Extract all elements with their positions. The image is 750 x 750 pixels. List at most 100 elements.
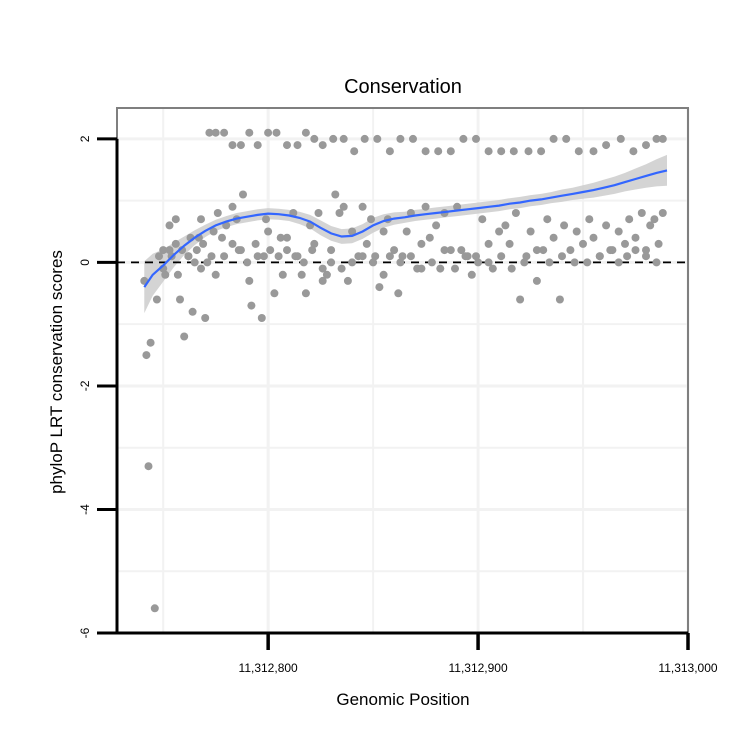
data-point xyxy=(283,246,291,255)
data-point xyxy=(511,209,520,217)
data-point xyxy=(299,258,308,267)
scatter-points-layer xyxy=(140,128,667,613)
data-point xyxy=(152,295,161,304)
data-point xyxy=(650,215,659,224)
data-point xyxy=(379,270,388,279)
data-point xyxy=(239,190,247,199)
data-point xyxy=(545,258,554,267)
data-point xyxy=(150,604,159,613)
data-point xyxy=(318,276,327,285)
data-point xyxy=(474,258,483,267)
y-tick-label: 2 xyxy=(78,135,92,142)
data-point xyxy=(589,233,598,242)
data-point xyxy=(155,252,163,261)
confidence-band-layer xyxy=(144,154,668,314)
data-point xyxy=(497,252,506,261)
data-point xyxy=(327,246,336,255)
data-point xyxy=(201,314,210,322)
data-point xyxy=(301,289,310,298)
data-point xyxy=(488,264,497,273)
data-point xyxy=(310,239,319,248)
data-point xyxy=(197,264,205,273)
data-point xyxy=(192,246,201,255)
data-point xyxy=(446,147,455,156)
data-point xyxy=(165,221,174,230)
data-point xyxy=(585,215,594,224)
x-tick-label: 11,313,000 xyxy=(658,661,717,675)
data-point xyxy=(520,258,529,267)
data-point xyxy=(562,134,571,143)
data-point xyxy=(570,258,579,267)
x-tick-label: 11,312,800 xyxy=(239,661,298,675)
data-point xyxy=(524,147,533,156)
data-point xyxy=(625,215,634,224)
data-point xyxy=(379,227,388,236)
data-point xyxy=(459,134,468,143)
data-point xyxy=(539,246,548,255)
data-point xyxy=(188,307,197,316)
data-point xyxy=(558,252,566,261)
data-point xyxy=(331,190,340,199)
data-point xyxy=(348,227,357,236)
data-point xyxy=(318,264,327,273)
data-point xyxy=(358,202,367,211)
data-point xyxy=(572,227,581,236)
data-point xyxy=(253,141,262,150)
data-point xyxy=(560,221,569,230)
data-point xyxy=(213,209,222,217)
data-point xyxy=(484,239,493,248)
data-point xyxy=(451,264,459,273)
data-point xyxy=(291,252,300,261)
data-point xyxy=(642,141,650,150)
data-point xyxy=(396,258,405,267)
data-point xyxy=(283,141,291,150)
data-point xyxy=(398,252,407,261)
data-point xyxy=(616,134,625,143)
data-point xyxy=(310,134,319,143)
x-tick-label: 11,312,900 xyxy=(448,661,507,675)
data-point xyxy=(425,233,434,242)
data-point xyxy=(211,128,220,137)
smooth-curve-layer xyxy=(143,169,668,288)
data-point xyxy=(367,215,375,224)
data-point xyxy=(165,246,174,255)
data-point xyxy=(343,276,352,285)
data-point xyxy=(385,252,394,261)
data-point xyxy=(264,227,273,236)
chart-title: Conservation xyxy=(344,76,462,98)
data-point xyxy=(409,134,417,143)
data-point xyxy=(337,264,346,273)
data-point xyxy=(532,276,541,285)
x-axis-label: Genomic Position xyxy=(336,690,469,709)
data-point xyxy=(190,258,199,267)
data-point xyxy=(472,252,480,261)
data-point xyxy=(396,134,405,143)
data-point xyxy=(495,227,504,236)
data-point xyxy=(453,202,462,211)
data-point xyxy=(220,128,229,137)
data-point xyxy=(606,246,615,255)
data-point xyxy=(278,270,287,279)
data-point xyxy=(329,134,338,143)
data-point xyxy=(427,258,436,267)
smooth-curve xyxy=(143,169,668,288)
data-point xyxy=(283,233,291,242)
data-point xyxy=(197,215,205,224)
data-point xyxy=(385,147,394,156)
data-point xyxy=(532,246,541,255)
data-point xyxy=(245,128,254,137)
data-point xyxy=(579,239,587,248)
data-point xyxy=(259,252,268,261)
data-point xyxy=(159,246,168,255)
data-point xyxy=(257,314,266,322)
data-point xyxy=(228,239,237,248)
data-point xyxy=(526,227,535,236)
data-point xyxy=(484,258,493,267)
data-point xyxy=(602,141,611,150)
data-point xyxy=(251,239,260,248)
data-point xyxy=(270,289,279,298)
data-point xyxy=(373,134,382,143)
data-point xyxy=(440,246,449,255)
data-point xyxy=(623,252,632,261)
data-point xyxy=(478,215,487,224)
